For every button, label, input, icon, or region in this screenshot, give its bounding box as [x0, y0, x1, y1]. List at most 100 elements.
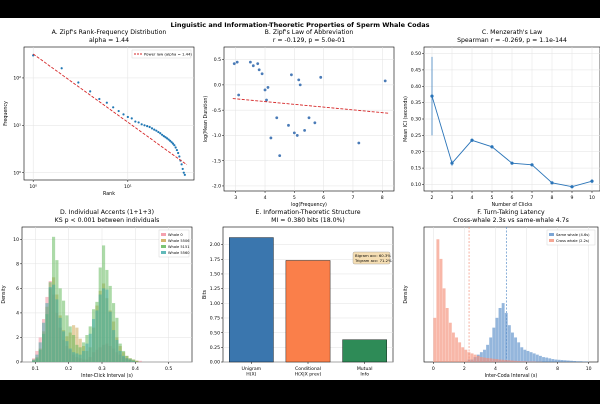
- histogram-bar-f: [514, 361, 517, 362]
- legend-label-a: Power law (alpha = 1.44): [144, 52, 192, 57]
- legend-swatch-d: [161, 245, 166, 248]
- legend-swatch-d: [161, 239, 166, 242]
- histogram-bar-f: [570, 361, 573, 362]
- histogram-bar-f: [502, 360, 505, 362]
- y-tick-label-e: 1.00: [210, 301, 220, 307]
- legend-swatch-f: [549, 233, 554, 236]
- chart-subtitle-e: MI = 0.380 bits (18.0%): [271, 217, 345, 224]
- chart-a: A. Zipf's Rank-Frequency Distributionalp…: [3, 29, 194, 197]
- legend-swatch-d: [161, 233, 166, 236]
- histogram-bar-f: [511, 333, 514, 362]
- x-tick-label-f: 6: [525, 366, 528, 372]
- x-tick-label-b: 6: [322, 195, 325, 201]
- histogram-bar-f: [523, 361, 526, 362]
- data-point-a: [134, 120, 136, 122]
- legend-label-d: Whale 5506: [168, 239, 190, 243]
- x-tick-label-c: 6: [511, 195, 514, 201]
- histogram-bar-f: [486, 358, 489, 362]
- data-point-b: [275, 116, 278, 119]
- legend-f: Same whale (4.6s)Cross whale (2.2s): [547, 230, 595, 245]
- y-tick-label-c: 0.10: [411, 182, 421, 188]
- y-axis-label-a: Frequency: [3, 101, 9, 126]
- y-tick-label-e: 0.00: [210, 360, 220, 366]
- data-point-a: [155, 130, 157, 132]
- data-point-a: [106, 102, 108, 104]
- histogram-bar-d: [129, 360, 132, 362]
- histogram-bar-f: [443, 288, 446, 362]
- data-point-b: [296, 134, 299, 137]
- y-tick-label-e: 0.50: [210, 330, 220, 336]
- histogram-bar-d: [65, 341, 68, 362]
- axes-frame-a: [24, 47, 194, 180]
- histogram-bar-f: [511, 361, 514, 362]
- histogram-bar-f: [548, 358, 551, 362]
- histogram-bar-f: [458, 342, 461, 362]
- data-point-a: [181, 163, 183, 165]
- histogram-bar-f: [502, 303, 505, 362]
- x-tick-label-f: 8: [556, 366, 559, 372]
- data-point-b: [258, 68, 261, 71]
- histogram-bar-d: [112, 330, 115, 362]
- histogram-bar-f: [517, 361, 520, 362]
- y-axis-label-f: Density: [403, 285, 409, 303]
- histogram-bar-d: [102, 288, 105, 362]
- legend-label-d: Whale 5151: [168, 245, 190, 249]
- legend-label-f: Cross whale (2.2s): [556, 239, 590, 243]
- y-tick-label-e: 1.75: [210, 257, 220, 263]
- legend-label-d: Whale 0: [168, 233, 183, 237]
- data-point-c: [530, 163, 533, 166]
- histogram-bar-d: [92, 319, 95, 362]
- legend-label-d: Whale 5560: [168, 251, 190, 255]
- x-tick-label-b: 5: [293, 195, 296, 201]
- data-point-a: [177, 152, 179, 154]
- category-label-e: Info: [360, 372, 369, 378]
- x-tick-label-f: 4: [494, 366, 497, 372]
- chart-title-f: F. Turn-Taking Latency: [477, 209, 545, 216]
- data-point-b: [384, 79, 387, 82]
- data-point-a: [127, 116, 129, 118]
- histogram-bar-f: [508, 325, 511, 362]
- histogram-bar-f: [545, 358, 548, 362]
- x-tick-label-c: 2: [431, 195, 434, 201]
- data-point-a: [77, 81, 79, 83]
- legend-swatch-f: [549, 239, 554, 242]
- data-point-a: [89, 90, 91, 92]
- y-tick-label-a: 10⁰: [13, 170, 21, 176]
- y-tick-label-d: 6: [16, 286, 19, 292]
- legend-a: Power law (alpha = 1.44): [132, 50, 192, 58]
- data-point-b: [303, 129, 306, 132]
- histogram-bar-f: [579, 361, 582, 362]
- data-point-a: [178, 155, 180, 157]
- histogram-bar-f: [520, 347, 523, 362]
- data-point-a: [118, 110, 120, 112]
- data-point-b: [267, 86, 270, 89]
- chart-title-b: B. Zipf's Law of Abbreviation: [265, 29, 354, 36]
- category-label-e: H(X|X prev): [295, 372, 322, 378]
- y-tick-label-d: 8: [16, 261, 19, 267]
- histogram-bar-d: [52, 285, 55, 362]
- histogram-bar-f: [433, 318, 436, 362]
- y-tick-label-b: 0.0: [214, 82, 221, 88]
- category-label-e: H(X): [246, 372, 256, 378]
- data-point-b: [261, 72, 264, 75]
- histogram-bar-f: [508, 360, 511, 362]
- data-point-b: [233, 62, 236, 65]
- y-tick-label-c: 0.30: [411, 117, 421, 123]
- histogram-bar-f: [471, 353, 474, 362]
- data-point-b: [236, 61, 239, 64]
- data-point-b: [299, 83, 302, 86]
- histogram-bar-f: [449, 323, 452, 362]
- data-point-b: [319, 76, 322, 79]
- y-tick-label-b: -0.5: [212, 108, 221, 114]
- y-tick-label-c: 0.20: [411, 149, 421, 155]
- histogram-bar-f: [539, 356, 542, 362]
- histogram-bar-f: [505, 360, 508, 362]
- data-point-b: [308, 116, 311, 119]
- data-point-a: [184, 174, 186, 176]
- histogram-bar-f: [464, 350, 467, 362]
- annotation-e: Bigram acc: 60.3%Trigram acc: 71.2%: [353, 252, 392, 264]
- histogram-bar-f: [474, 355, 477, 362]
